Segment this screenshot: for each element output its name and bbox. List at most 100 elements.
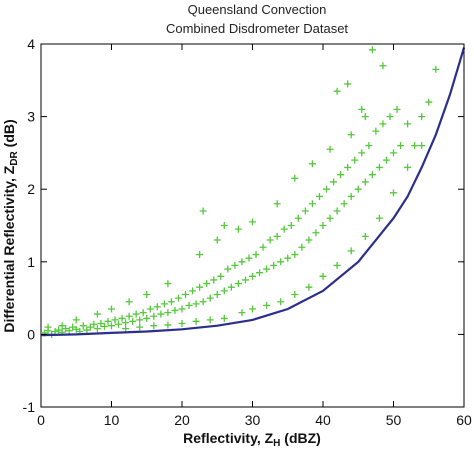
scatter-point	[234, 280, 242, 288]
scatter-point	[418, 113, 426, 121]
scatter-point	[344, 80, 352, 88]
scatter-point	[298, 243, 306, 251]
scatter-point	[333, 207, 341, 215]
x-tick-label: 60	[456, 412, 472, 428]
scatter-point	[79, 322, 87, 330]
y-tick-label: 3	[27, 109, 35, 125]
scatter-point	[108, 305, 115, 313]
scatter-point	[118, 314, 126, 322]
x-axis: 0 10 20 30 40 50 60	[37, 44, 472, 428]
x-axis-label-subscript: H	[273, 438, 280, 449]
scatter-point	[83, 326, 91, 334]
scatter-point	[361, 113, 369, 121]
chart-title: Queensland Convection	[188, 2, 327, 17]
scatter-point	[213, 290, 221, 298]
y-axis-label-subscript: DR	[9, 150, 20, 165]
scatter-point	[164, 280, 172, 288]
scatter-point	[382, 156, 390, 164]
scatter-point	[256, 269, 264, 277]
x-tick-label: 20	[174, 412, 190, 428]
x-axis-label-main: Reflectivity, Z	[183, 430, 273, 446]
scatter-point	[220, 287, 228, 295]
scatter-point	[379, 62, 387, 70]
scatter-point	[315, 192, 323, 200]
scatter-point	[178, 305, 186, 313]
scatter-point	[234, 225, 242, 233]
x-tick-label: 40	[315, 412, 331, 428]
scatter-point	[164, 309, 172, 317]
scatter-point	[100, 322, 108, 330]
scatter-point	[115, 320, 123, 328]
scatter-point	[227, 283, 235, 291]
scatter-point	[93, 310, 101, 318]
scatter-point	[270, 261, 278, 269]
scatter-point	[284, 254, 292, 262]
scatter-point	[129, 317, 137, 325]
y-axis-label-unit: (dB)	[1, 119, 17, 151]
scatter-point	[312, 229, 320, 237]
scatter-point	[358, 149, 366, 157]
scatter-point	[277, 258, 285, 266]
scatter-point	[319, 222, 327, 229]
scatter-point	[249, 272, 256, 280]
scatter-point	[319, 272, 327, 280]
scatter-point	[111, 316, 119, 324]
scatter-point	[143, 290, 151, 298]
scatter-point	[146, 305, 154, 313]
scatter-point	[390, 149, 397, 157]
scatter-point	[220, 222, 228, 229]
scatter-point	[245, 254, 253, 262]
scatter-point	[136, 323, 144, 331]
scatter-point	[337, 171, 345, 179]
scatter-point	[333, 261, 341, 269]
scatter-point	[206, 294, 214, 302]
scatter-point	[354, 185, 362, 193]
scatter-point	[249, 218, 256, 226]
scatter-point	[308, 160, 316, 168]
scatter-point	[97, 320, 105, 328]
y-tick-label: 4	[27, 36, 35, 52]
scatter-point	[432, 65, 440, 73]
scatter-point	[238, 309, 246, 317]
scatter-point	[277, 298, 285, 306]
scatter-point	[411, 142, 419, 150]
y-axis-label: Differential Reflectivity, ZDR (dB)	[1, 119, 20, 332]
scatter-point	[55, 326, 63, 334]
scatter-point	[136, 316, 144, 324]
scatter-point	[372, 127, 380, 135]
x-tick-label: 10	[104, 412, 120, 428]
y-tick-label: 1	[27, 254, 35, 270]
scatter-point	[192, 317, 200, 325]
scatter-point	[182, 290, 190, 298]
scatter-point	[287, 222, 295, 229]
scatter-point	[361, 232, 369, 240]
scatter-point	[326, 145, 334, 153]
scatter-point	[294, 214, 302, 222]
scatter-point	[404, 163, 412, 171]
scatter-point	[252, 251, 260, 259]
scatter-point	[273, 232, 281, 240]
scatter-point	[69, 323, 77, 331]
scatter-point	[291, 174, 299, 182]
scatter-point	[171, 306, 179, 314]
scatter-point	[291, 251, 299, 259]
scatter-point	[174, 294, 182, 302]
scatter-point	[368, 171, 376, 179]
scatter-point	[259, 243, 267, 251]
scatter-point	[308, 200, 316, 208]
scatter-point	[263, 265, 271, 273]
scatter-point	[330, 178, 338, 186]
scatter-point	[397, 142, 405, 150]
scatter-point	[326, 214, 334, 222]
x-tick-label: 30	[245, 412, 261, 428]
scatter-point	[203, 280, 211, 288]
scatter-point	[404, 120, 412, 128]
scatter-point	[196, 251, 204, 259]
scatter-point	[365, 142, 373, 150]
scatter-point	[231, 261, 239, 269]
scatter-point	[164, 321, 172, 329]
scatter-point	[153, 303, 161, 311]
scatter-point	[291, 290, 299, 298]
y-tick-label: 2	[27, 181, 35, 197]
